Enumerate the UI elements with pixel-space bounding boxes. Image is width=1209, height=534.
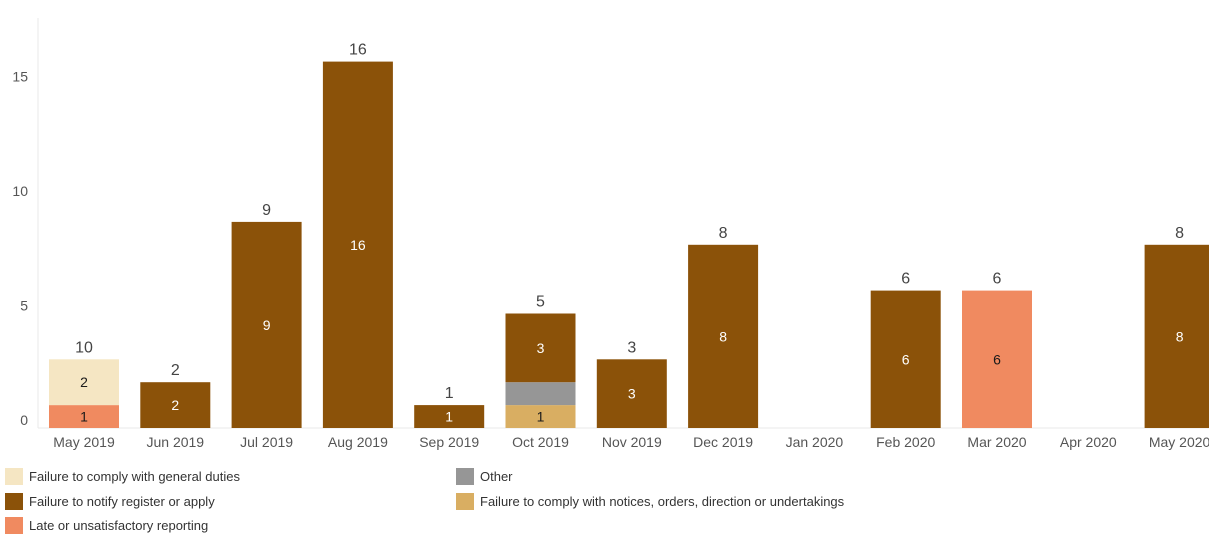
legend-swatch-general-duties — [5, 468, 23, 485]
bar-total-label: 10 — [75, 339, 93, 356]
segment-data-label: 16 — [350, 237, 366, 253]
legend-label-other: Other — [480, 469, 513, 484]
legend-swatch-notices-orders — [456, 493, 474, 510]
x-tick-label: Mar 2020 — [967, 434, 1026, 450]
segment-data-label: 3 — [628, 386, 636, 402]
legend-label-notices-orders: Failure to comply with notices, orders, … — [480, 494, 845, 509]
legend-item-other[interactable]: Other — [456, 468, 513, 485]
bar-total-label: 2 — [171, 362, 180, 379]
y-tick-label: 10 — [12, 183, 28, 199]
bar-total-label: 5 — [536, 294, 545, 311]
legend-swatch-late-reporting — [5, 517, 23, 534]
legend-swatch-other — [456, 468, 474, 485]
segment-data-label: 6 — [993, 351, 1001, 367]
legend-item-late-reporting[interactable]: Late or unsatisfactory reporting — [5, 517, 208, 534]
segment-data-label: 2 — [171, 397, 179, 413]
segment-data-label: 6 — [902, 351, 910, 367]
legend-label-general-duties: Failure to comply with general duties — [29, 469, 240, 484]
x-tick-label: Sep 2019 — [419, 434, 479, 450]
bar-segment — [231, 221, 302, 428]
segment-data-label: 3 — [537, 340, 545, 356]
x-tick-label: Jul 2019 — [240, 434, 293, 450]
bar-segment — [870, 290, 941, 428]
bar-segment — [140, 382, 211, 428]
segment-data-label: 8 — [719, 328, 727, 344]
bar-segment — [505, 405, 576, 428]
bar-segment — [962, 290, 1032, 428]
x-tick-label: Oct 2019 — [512, 434, 569, 450]
segment-data-label: 8 — [1176, 328, 1184, 344]
bar-total-label: 8 — [719, 225, 728, 242]
bar-total-label: 6 — [993, 271, 1002, 288]
legend-item-notices-orders[interactable]: Failure to comply with notices, orders, … — [456, 493, 844, 510]
legend-item-general-duties[interactable]: Failure to comply with general duties — [5, 468, 240, 485]
x-tick-label: Dec 2019 — [693, 434, 753, 450]
x-tick-label: Apr 2020 — [1060, 434, 1117, 450]
bar-segment — [505, 382, 576, 406]
bar-segment — [49, 405, 119, 428]
x-tick-label: May 2020 — [1149, 434, 1209, 450]
bar-total-label: 8 — [1175, 225, 1184, 242]
legend-label-late-reporting: Late or unsatisfactory reporting — [29, 518, 209, 533]
bar-segment — [1144, 244, 1209, 428]
x-tick-label: Feb 2020 — [876, 434, 935, 450]
bar-total-label: 3 — [627, 339, 636, 356]
x-tick-label: Jan 2020 — [786, 434, 844, 450]
legend-label-notify-register: Failure to notify register or apply — [29, 494, 215, 509]
bar-total-label: 9 — [262, 202, 271, 219]
bar-total-label: 1 — [445, 385, 454, 402]
x-tick-label: Jun 2019 — [146, 434, 204, 450]
y-tick-label: 5 — [20, 298, 28, 314]
segment-data-label: 1 — [445, 409, 453, 425]
segment-data-label: 1 — [80, 409, 88, 425]
bar-segment — [596, 359, 667, 428]
segment-data-label: 1 — [537, 409, 545, 425]
bar-segment — [414, 405, 485, 428]
legend-swatch-notify-register — [5, 493, 23, 510]
x-tick-label: May 2019 — [53, 434, 115, 450]
y-tick-label: 15 — [12, 69, 28, 85]
x-tick-label: Nov 2019 — [602, 434, 662, 450]
y-tick-label: 0 — [20, 412, 28, 428]
bar-total-label: 16 — [349, 42, 367, 59]
x-tick-label: Aug 2019 — [328, 434, 388, 450]
legend-item-notify-register[interactable]: Failure to notify register or apply — [5, 493, 215, 510]
bar-segment — [505, 313, 576, 383]
bar-segment — [322, 61, 393, 428]
bar-segment — [688, 244, 759, 428]
bar-total-label: 6 — [901, 271, 910, 288]
bar-segment — [49, 359, 119, 406]
segment-data-label: 2 — [80, 374, 88, 390]
segment-data-label: 9 — [263, 317, 271, 333]
